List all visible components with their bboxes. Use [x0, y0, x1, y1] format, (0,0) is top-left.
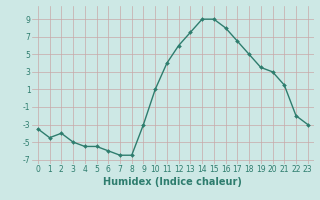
X-axis label: Humidex (Indice chaleur): Humidex (Indice chaleur)	[103, 177, 242, 187]
